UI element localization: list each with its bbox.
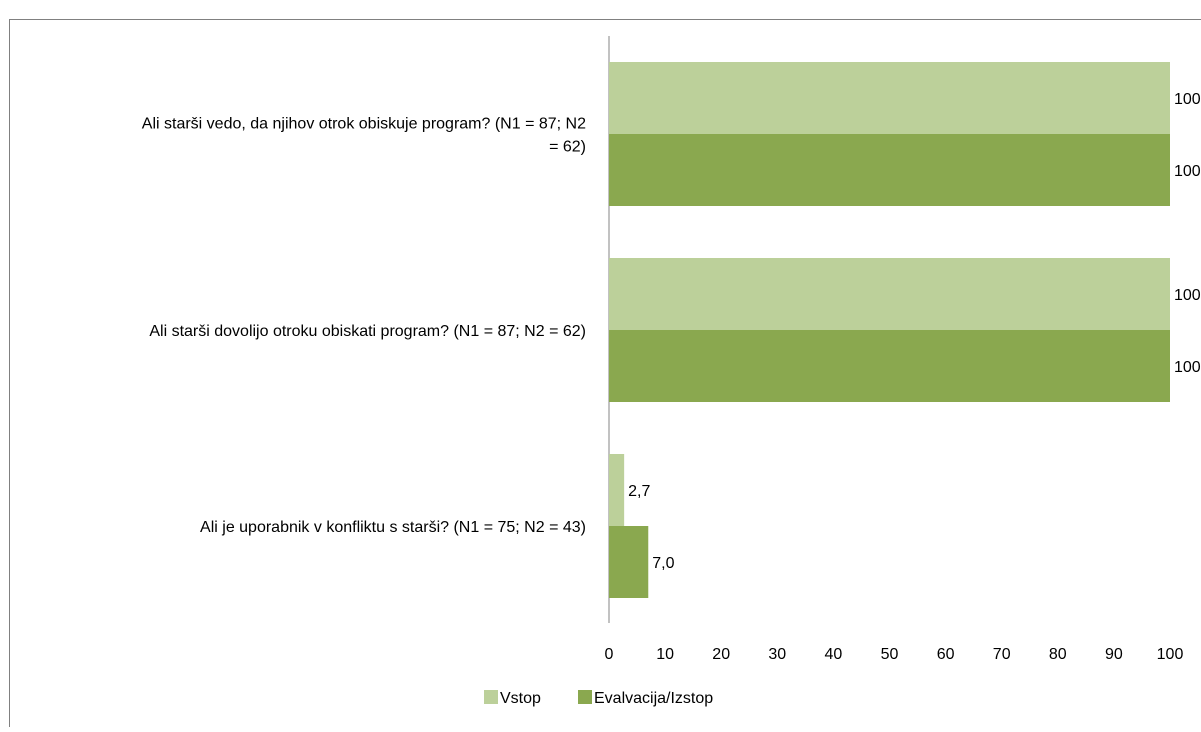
data-label: 100 [1174,91,1201,108]
category-label: Ali je uporabnik v konfliktu s starši? (… [200,519,586,536]
bar-vstop-2 [609,454,624,526]
category-label: Ali starši dovolijo otroku obiskati prog… [149,323,586,340]
category-label: = 62) [549,139,586,156]
legend-swatch-vstop [484,690,498,704]
bar-evalvacija-0 [609,134,1170,206]
legend-swatch-evalvacija [578,690,592,704]
x-tick-label: 30 [768,646,786,663]
data-label: 100 [1174,287,1201,304]
x-tick-label: 70 [993,646,1011,663]
x-tick-label: 10 [656,646,674,663]
bar-evalvacija-2 [609,526,648,598]
x-tick-label: 60 [937,646,955,663]
data-label: 2,7 [628,483,650,500]
legend-label: Vstop [500,690,541,707]
x-tick-label: 80 [1049,646,1067,663]
x-tick-label: 40 [825,646,843,663]
x-tick-label: 50 [881,646,899,663]
legend-label: Evalvacija/Izstop [594,690,713,707]
x-tick-label: 100 [1157,646,1184,663]
data-label: 100 [1174,163,1201,180]
x-tick-label: 20 [712,646,730,663]
x-tick-label: 90 [1105,646,1123,663]
bar-vstop-1 [609,258,1170,330]
category-label: Ali starši vedo, da njihov otrok obiskuj… [142,116,586,133]
data-label: 7,0 [652,555,674,572]
bar-evalvacija-1 [609,330,1170,402]
legend: Vstop Evalvacija/Izstop [484,690,713,707]
x-tick-label: 0 [605,646,614,663]
bar-vstop-0 [609,62,1170,134]
data-label: 100 [1174,359,1201,376]
